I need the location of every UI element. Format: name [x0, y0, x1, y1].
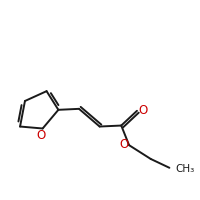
Text: CH₃: CH₃: [175, 164, 194, 174]
Text: O: O: [37, 129, 46, 142]
Text: O: O: [119, 138, 128, 151]
Text: O: O: [138, 104, 147, 117]
